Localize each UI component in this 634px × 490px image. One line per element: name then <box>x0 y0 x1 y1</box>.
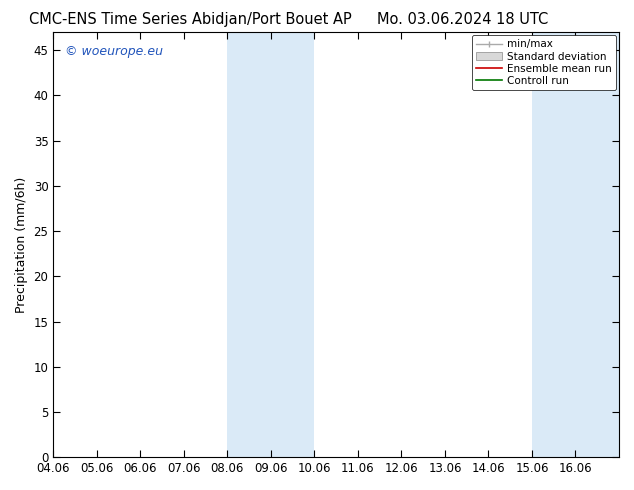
Text: Mo. 03.06.2024 18 UTC: Mo. 03.06.2024 18 UTC <box>377 12 548 27</box>
Text: © woeurope.eu: © woeurope.eu <box>65 45 162 58</box>
Bar <box>532 32 619 457</box>
Text: CMC-ENS Time Series Abidjan/Port Bouet AP: CMC-ENS Time Series Abidjan/Port Bouet A… <box>29 12 352 27</box>
Legend: min/max, Standard deviation, Ensemble mean run, Controll run: min/max, Standard deviation, Ensemble me… <box>472 35 616 90</box>
Bar <box>228 32 314 457</box>
Y-axis label: Precipitation (mm/6h): Precipitation (mm/6h) <box>15 176 28 313</box>
